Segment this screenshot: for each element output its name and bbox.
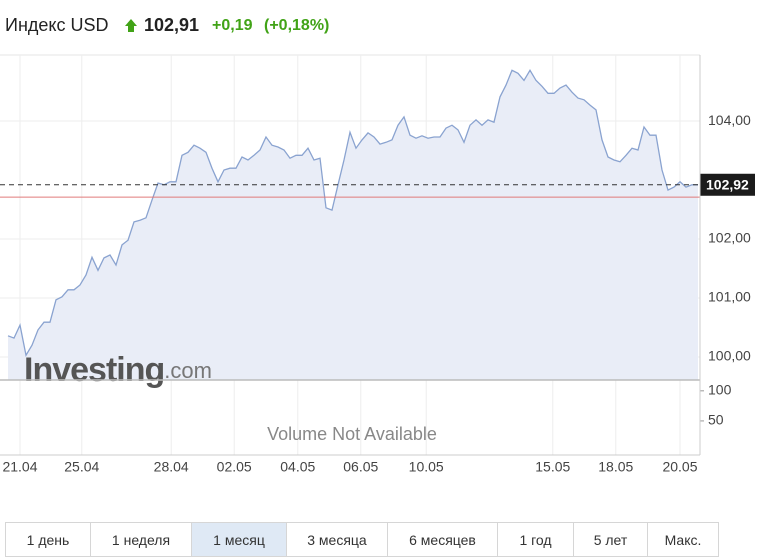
y-tick-label: 100,00	[708, 348, 751, 364]
title: Индекс USD	[5, 15, 108, 35]
watermark-brand: Investing	[24, 351, 164, 389]
change: +0,19	[212, 17, 253, 34]
current-price-tag	[700, 173, 755, 196]
range-tab[interactable]: 3 месяца	[287, 523, 388, 556]
watermark-domain: .com	[164, 358, 212, 383]
change-pct: (+0,18%)	[264, 17, 329, 34]
x-tick-label: 04.05	[280, 459, 315, 475]
x-tick-label: 18.05	[598, 459, 633, 475]
x-tick-label: 21.04	[2, 459, 37, 475]
area	[8, 70, 698, 381]
range-tab[interactable]: 1 день	[6, 523, 91, 556]
y-tick-label: 101,00	[708, 289, 751, 305]
x-tick-label: 10.05	[409, 459, 444, 475]
y-tick-label: 104,00	[708, 112, 751, 128]
range-tab[interactable]: 1 месяц	[192, 523, 287, 556]
x-tick-label: 20.05	[662, 459, 697, 475]
range-tab[interactable]: Макс.	[664, 531, 702, 548]
volume-tick-label: 100	[708, 382, 732, 398]
x-tick-label: 28.04	[154, 459, 189, 475]
up-arrow	[125, 19, 137, 32]
volume-tick-label: 50	[708, 412, 724, 428]
chart: Индекс USD 102,91 +0,19 (+0,18%) 21.04 25…	[0, 15, 755, 475]
x-tick-label: 02.05	[217, 459, 252, 475]
price-line	[7, 69, 698, 357]
range-tab[interactable]: 1 год	[498, 523, 574, 556]
x-tick-label: 25.04	[64, 459, 99, 475]
x-tick-label: 06.05	[343, 459, 378, 475]
range-tab[interactable]: 1 неделя	[91, 523, 192, 556]
y-tick-label: 102,00	[708, 230, 751, 246]
x-tick-label: 15.05	[535, 459, 570, 475]
price: 102,91	[144, 15, 199, 35]
plot: 21.04 25.04 28.04 02.05 04.05 06.05 10.05 15.05…	[0, 54, 755, 475]
current-price-label: 102,92	[706, 176, 749, 192]
range-tab[interactable]: 6 месяцев	[388, 523, 498, 556]
watermark: Investing.com	[24, 351, 212, 389]
volume-note: Volume Not Available	[267, 424, 437, 444]
range-tabs: 1 день 1 неделя 1 месяц 3 месяца 6 месяцев 1 …	[5, 522, 719, 557]
range-tab[interactable]: 5 лет	[574, 523, 648, 556]
